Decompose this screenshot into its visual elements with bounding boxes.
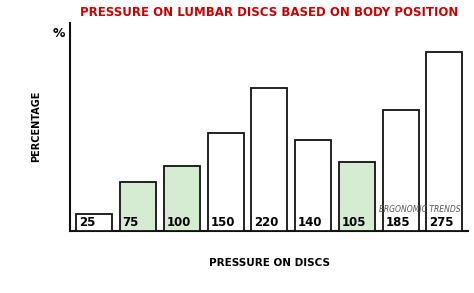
Bar <box>427 52 462 231</box>
Text: 220: 220 <box>254 216 278 229</box>
Bar <box>295 139 331 231</box>
Text: PRESSURE ON DISCS: PRESSURE ON DISCS <box>209 258 330 268</box>
Text: 100: 100 <box>166 216 191 229</box>
Text: 150: 150 <box>210 216 235 229</box>
Text: %: % <box>52 27 65 40</box>
Bar <box>208 133 244 231</box>
Bar <box>339 162 375 231</box>
Text: 140: 140 <box>298 216 322 229</box>
Bar <box>120 182 156 231</box>
Text: 25: 25 <box>79 216 95 229</box>
Text: PERCENTAGE: PERCENTAGE <box>31 91 41 162</box>
Bar <box>383 110 419 231</box>
Text: ERGONOMIC TRENDS: ERGONOMIC TRENDS <box>379 205 460 214</box>
Bar <box>251 88 287 231</box>
Text: 75: 75 <box>123 216 139 229</box>
Text: 185: 185 <box>385 216 410 229</box>
Text: 105: 105 <box>342 216 366 229</box>
Bar <box>164 166 200 231</box>
Text: 275: 275 <box>429 216 454 229</box>
Title: PRESSURE ON LUMBAR DISCS BASED ON BODY POSITION: PRESSURE ON LUMBAR DISCS BASED ON BODY P… <box>80 6 458 18</box>
Bar <box>76 214 112 231</box>
